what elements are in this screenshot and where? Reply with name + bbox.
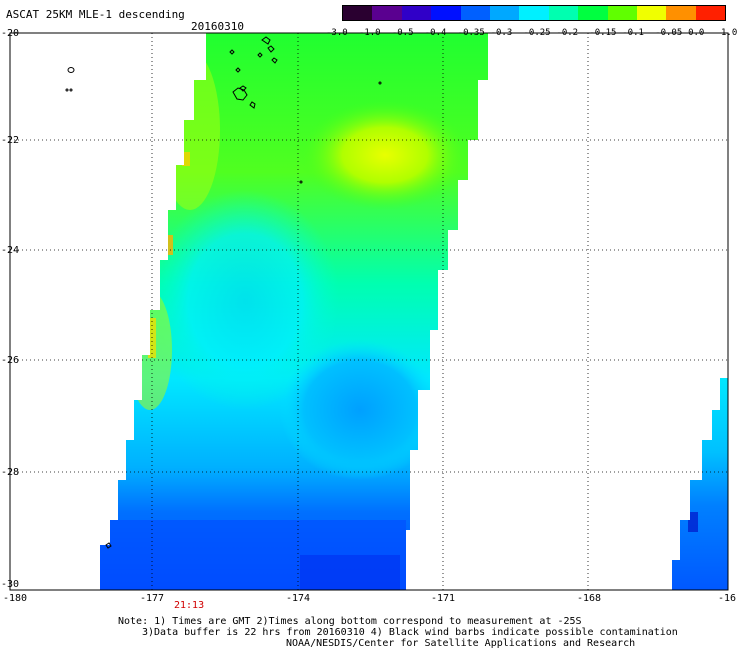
colorbar-tick-label: -0.2	[556, 28, 579, 38]
note-line-3: NOAA/NESDIS/Center for Satellite Applica…	[286, 638, 636, 649]
colorbar-segment	[695, 6, 726, 20]
colorbar-tick-label: -0.1	[622, 28, 644, 38]
lat-label: -20	[1, 28, 20, 39]
note-line-2: 3)Data buffer is 22 hrs from 20160310 4)…	[142, 627, 678, 638]
lon-label: -16	[718, 593, 737, 604]
colorbar-segment	[401, 6, 432, 20]
colorbar-segment	[460, 6, 490, 20]
plot-frame	[9, 32, 729, 591]
chart-date: 20160310	[191, 20, 244, 33]
colorbar-segment	[489, 6, 520, 20]
colorbar	[342, 5, 726, 21]
lat-label: -26	[1, 355, 20, 366]
lon-label: -174	[286, 593, 311, 604]
colorbar-tick-label: 0.0	[688, 28, 705, 38]
colorbar-segment	[666, 6, 696, 20]
lon-label: -168	[577, 593, 602, 604]
colorbar-tick-label: -0.35	[457, 28, 485, 38]
colorbar-segment	[519, 6, 549, 20]
swath-main	[100, 33, 488, 590]
lat-label: -30	[1, 579, 20, 590]
colorbar-segment	[431, 6, 461, 20]
colorbar-tick-label: -0.05	[655, 28, 683, 38]
colorbar-segment	[607, 6, 637, 20]
colorbar-segment	[343, 6, 373, 20]
pass-time: 21:13	[174, 600, 205, 611]
colorbar-tick-label: -0.4	[424, 28, 447, 38]
colorbar-tick-label: -0.5	[391, 28, 414, 38]
colorbar-segment	[578, 6, 608, 20]
colorbar-segment	[372, 6, 402, 20]
colorbar-segment	[548, 6, 579, 20]
colorbar-tick-label: -1.0	[358, 28, 381, 38]
note-line-1: Note: 1) Times are GMT 2)Times along bot…	[118, 616, 582, 627]
lon-label: -180	[3, 593, 28, 604]
colorbar-tick-label: -3.0	[326, 28, 348, 38]
graticule	[10, 33, 728, 590]
island-outlines	[65, 36, 382, 549]
colorbar-tick-label: -0.15	[589, 28, 617, 38]
lat-label: -22	[1, 135, 20, 146]
lat-label: -24	[1, 245, 20, 256]
lon-label: -171	[431, 593, 456, 604]
chart-title: ASCAT 25KM MLE-1 descending	[6, 8, 185, 21]
colorbar-tick-label: -0.3	[490, 28, 513, 38]
colorbar-segment	[636, 6, 667, 20]
swath-east	[672, 378, 728, 590]
colorbar-tick-label: 1.0	[721, 28, 738, 38]
colorbar-tick-label: -0.25	[523, 28, 551, 38]
lon-label: -177	[140, 593, 165, 604]
lat-label: -28	[1, 467, 20, 478]
